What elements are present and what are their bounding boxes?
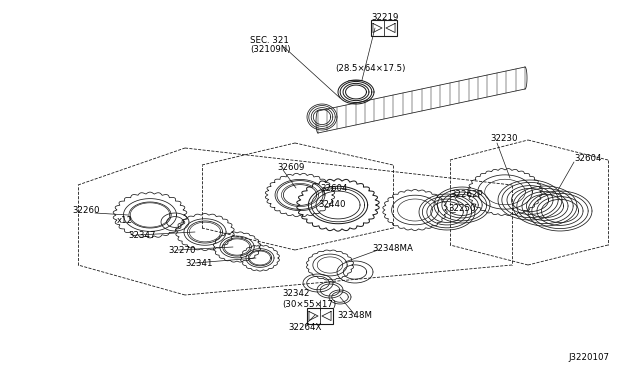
Text: 32262P: 32262P [450, 189, 483, 199]
Text: (32109N): (32109N) [250, 45, 291, 54]
Text: 32342: 32342 [282, 289, 310, 298]
Text: 32440: 32440 [318, 199, 346, 208]
Text: 32348M: 32348M [337, 311, 372, 320]
Text: (30×55×17): (30×55×17) [282, 299, 336, 308]
Text: 32604: 32604 [320, 183, 348, 192]
Text: 32250: 32250 [448, 203, 476, 212]
Text: 32347: 32347 [128, 231, 156, 240]
Text: 32348MA: 32348MA [372, 244, 413, 253]
Text: 32230: 32230 [490, 134, 518, 142]
Text: 32219: 32219 [371, 13, 398, 22]
Text: 32604: 32604 [574, 154, 602, 163]
Text: 32341: 32341 [185, 259, 212, 267]
Text: (28.5×64×17.5): (28.5×64×17.5) [335, 64, 405, 73]
Text: J3220107: J3220107 [568, 353, 609, 362]
Text: x12: x12 [117, 215, 133, 224]
Text: 32270: 32270 [168, 246, 195, 254]
Text: 32260: 32260 [72, 205, 99, 215]
Text: 32609: 32609 [277, 163, 305, 171]
Text: 32264X: 32264X [288, 324, 321, 333]
Text: SEC. 321: SEC. 321 [250, 35, 289, 45]
